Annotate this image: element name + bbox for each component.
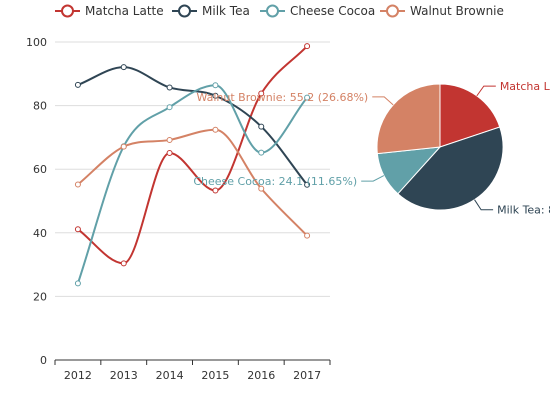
pie-labels: Matcha Latte: 41.1 (19.87%) Milk Tea: 86.… <box>193 80 550 217</box>
data-point[interactable] <box>166 104 173 111</box>
x-tick-label: 2015 <box>201 369 229 382</box>
legend-item-milk-tea[interactable]: Milk Tea <box>172 4 250 18</box>
data-point[interactable] <box>120 143 127 150</box>
y-tick-label: 100 <box>26 36 47 49</box>
y-tick-label: 80 <box>33 100 47 113</box>
data-point[interactable] <box>304 43 311 50</box>
legend-label: Walnut Brownie <box>410 4 504 18</box>
pie-label-line <box>372 96 394 106</box>
data-point[interactable] <box>304 232 311 239</box>
pie-chart[interactable] <box>376 83 504 211</box>
x-axis: 2012 2013 2014 2015 2016 2017 <box>54 359 331 382</box>
data-point[interactable] <box>212 82 219 89</box>
data-point[interactable] <box>166 149 173 156</box>
data-point[interactable] <box>166 84 173 91</box>
x-tick-label: 2012 <box>64 369 92 382</box>
data-point[interactable] <box>304 181 311 188</box>
legend-marker-icon <box>386 4 399 18</box>
legend-label: Cheese Cocoa <box>290 4 375 18</box>
data-point[interactable] <box>258 123 265 130</box>
pie-label-line <box>361 175 385 182</box>
series-line-milk-tea[interactable] <box>77 66 308 186</box>
data-point[interactable] <box>74 181 81 188</box>
pie-label-text: Matcha Latte: 41.1 (19.87%) <box>500 80 550 93</box>
legend[interactable]: Matcha Latte Milk Tea Cheese Cocoa Walnut B… <box>55 4 504 18</box>
data-point[interactable] <box>74 81 81 88</box>
x-tick-label: 2016 <box>247 369 275 382</box>
data-point[interactable] <box>258 185 265 192</box>
data-point[interactable] <box>212 126 219 133</box>
data-point[interactable] <box>120 260 127 267</box>
x-tick-label: 2013 <box>110 369 138 382</box>
legend-marker-icon <box>178 4 191 18</box>
y-tick-label: 40 <box>33 227 47 240</box>
data-point[interactable] <box>120 64 127 71</box>
y-tick-label: 0 <box>40 354 47 367</box>
y-tick-label: 60 <box>33 163 47 176</box>
x-tick-label: 2017 <box>293 369 321 382</box>
pie-label-line <box>476 85 496 97</box>
legend-marker-icon <box>266 4 279 18</box>
data-point[interactable] <box>304 94 311 101</box>
data-point[interactable] <box>212 92 219 99</box>
pie-slice-walnut-brownie[interactable] <box>376 83 441 155</box>
y-tick-label: 20 <box>33 290 47 303</box>
data-point[interactable] <box>74 226 81 233</box>
legend-item-cheese-cocoa[interactable]: Cheese Cocoa <box>260 4 375 18</box>
legend-item-matcha-latte[interactable]: Matcha Latte <box>55 4 164 18</box>
legend-marker-icon <box>61 4 74 18</box>
pie-label-text: Cheese Cocoa: 24.1 (11.65%) <box>193 175 357 188</box>
legend-label: Milk Tea <box>202 4 250 18</box>
legend-item-walnut-brownie[interactable]: Walnut Brownie <box>380 4 504 18</box>
data-point[interactable] <box>74 280 81 287</box>
data-point[interactable] <box>212 187 219 194</box>
x-tick-label: 2014 <box>156 369 184 382</box>
pie-label-text: Walnut Brownie: 55.2 (26.68%) <box>196 91 368 104</box>
data-point[interactable] <box>258 90 265 97</box>
legend-label: Matcha Latte <box>85 4 164 18</box>
data-point[interactable] <box>258 149 265 156</box>
pie-label-line <box>474 199 494 211</box>
y-axis: 0 20 40 60 80 100 <box>26 36 47 367</box>
pie-label-text: Milk Tea: 86.5 (41.80%) <box>497 204 550 217</box>
series-matcha-latte[interactable] <box>74 43 311 267</box>
series-walnut-brownie[interactable] <box>74 126 311 239</box>
line-series[interactable] <box>74 43 311 287</box>
grid-lines <box>55 41 330 297</box>
data-point[interactable] <box>166 136 173 143</box>
